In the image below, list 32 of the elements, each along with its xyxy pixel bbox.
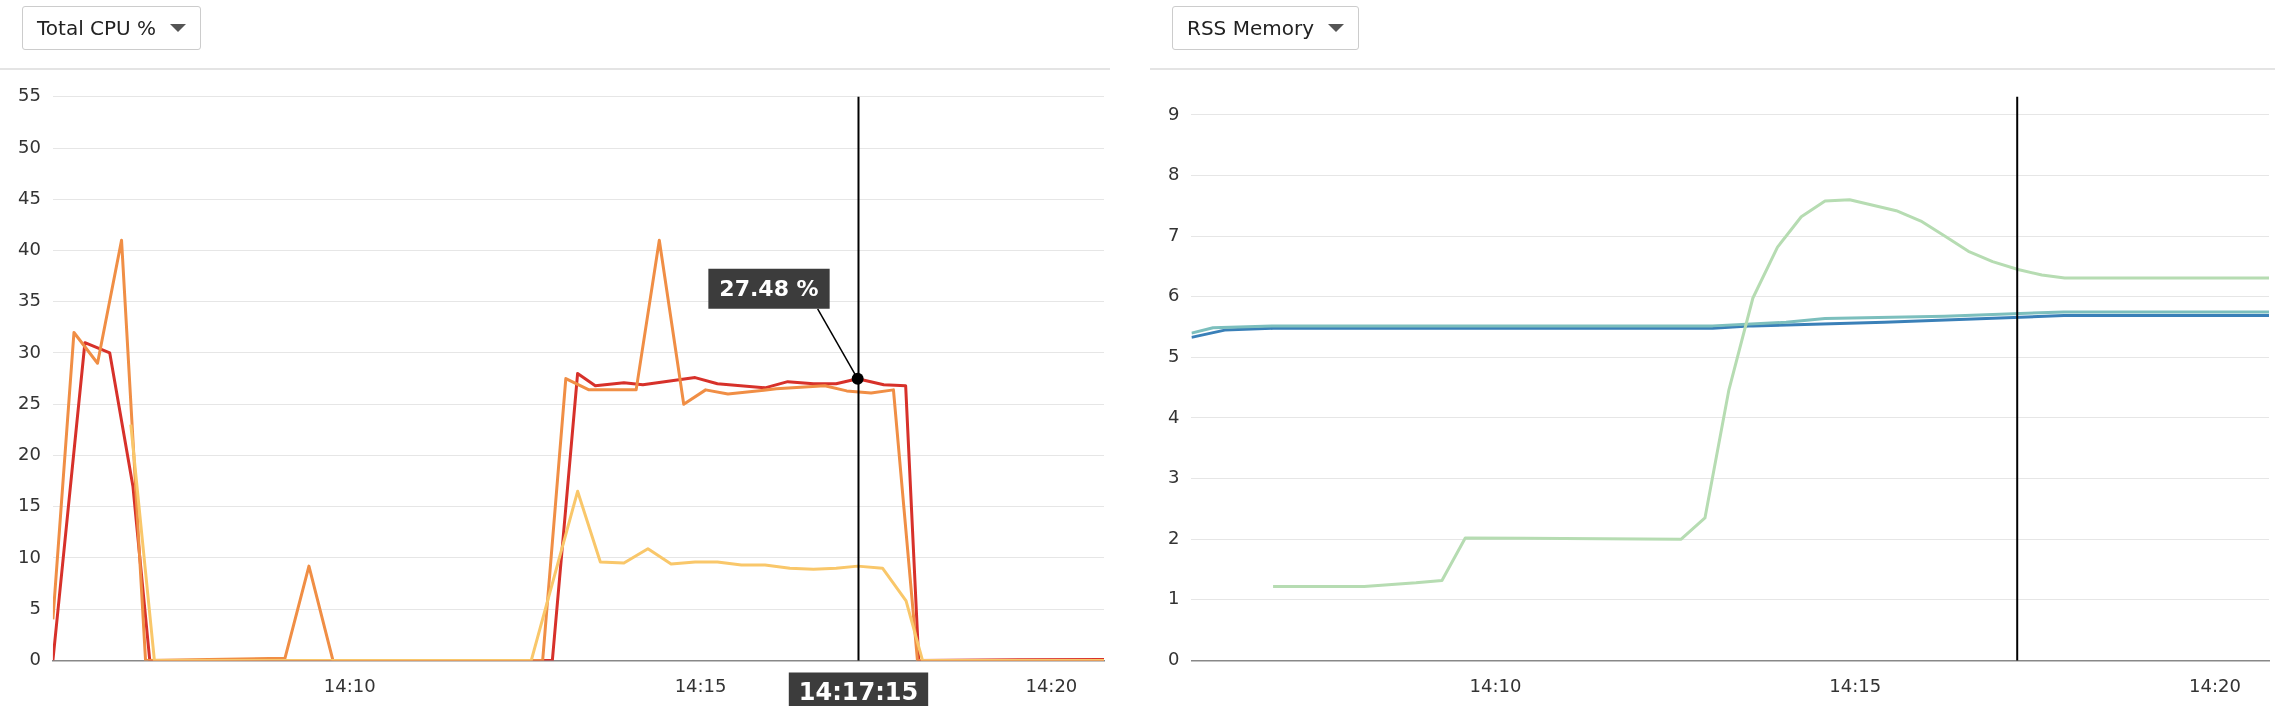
- y-tick-label: 8: [1168, 163, 1180, 185]
- y-tick-label: 3: [1168, 466, 1180, 488]
- y-tick-label: 30: [18, 340, 41, 362]
- chart-title: RSS Memory: [1187, 16, 1314, 40]
- chart-title: Total CPU %: [37, 16, 157, 40]
- x-tick-label: 14:20: [2189, 674, 2241, 696]
- y-tick-label: 5: [29, 596, 41, 618]
- x-tick-label: 14:15: [1829, 674, 1882, 696]
- y-tick-label: 0: [1168, 648, 1180, 670]
- y-tick-label: 10: [18, 545, 41, 567]
- y-tick-label: 9: [1168, 102, 1180, 124]
- y-tick-label: 1: [1168, 587, 1180, 609]
- y-tick-label: 15: [18, 494, 41, 516]
- annotation: 27.48 %: [719, 275, 819, 301]
- x-tick-label: 14:10: [323, 674, 376, 696]
- ref-line-label: 14:17:15: [798, 677, 919, 706]
- x-tick-label: 14:20: [1025, 674, 1078, 696]
- x-tick-label: 14:10: [1469, 674, 1522, 696]
- y-tick-label: 7: [1168, 223, 1180, 245]
- y-tick-label: 45: [18, 186, 41, 208]
- y-tick-label: 2: [1168, 526, 1180, 548]
- y-tick-label: 0: [29, 648, 41, 670]
- y-tick-label: 25: [18, 391, 41, 413]
- y-tick-label: 50: [18, 135, 41, 157]
- x-tick-label: 14:15: [674, 674, 727, 696]
- y-tick-label: 6: [1168, 284, 1180, 306]
- y-tick-label: 20: [18, 443, 41, 465]
- y-tick-label: 35: [18, 289, 41, 311]
- y-tick-label: 5: [1168, 345, 1180, 367]
- y-tick-label: 55: [18, 84, 41, 106]
- y-tick-label: 40: [18, 238, 41, 260]
- y-tick-label: 4: [1168, 405, 1180, 427]
